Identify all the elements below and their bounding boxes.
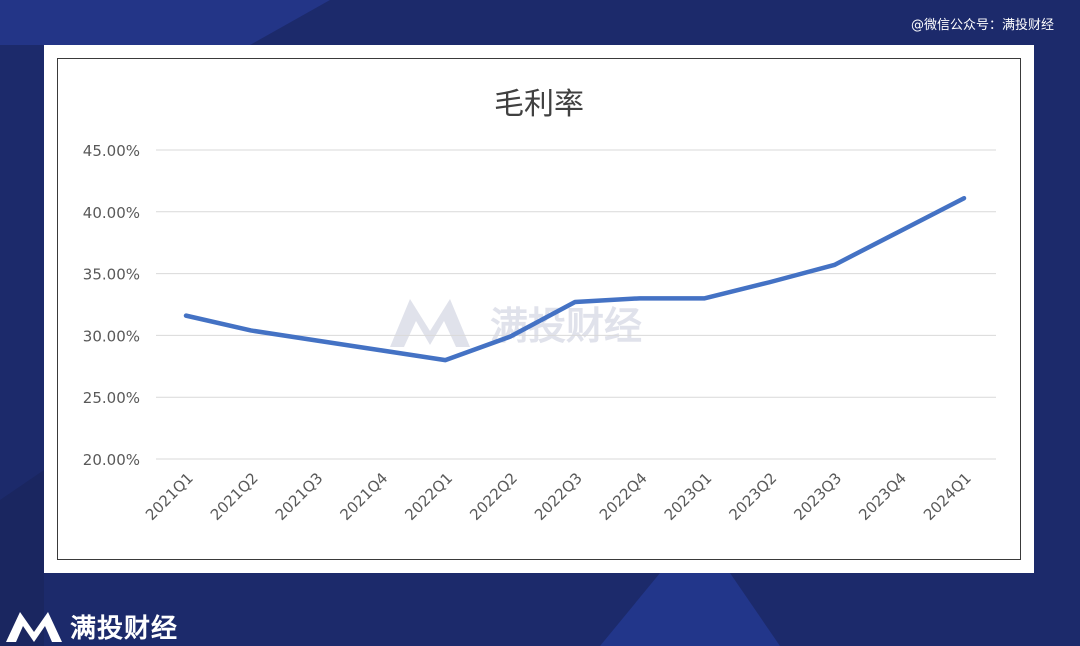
chart-frame: 毛利率 满投财经 20.00% 25.00% 30.00% 35.00% 40.00% 4…: [57, 58, 1021, 560]
x-tick-label: 2021Q3: [272, 469, 327, 524]
x-tick-label: 2021Q4: [337, 469, 392, 524]
x-tick-label: 2023Q1: [661, 469, 716, 524]
x-tick-label: 2023Q2: [726, 469, 781, 524]
x-tick-label: 2021Q2: [207, 469, 262, 524]
brand-name: 满投财经: [70, 613, 179, 644]
watermark-text: 满投财经: [490, 304, 642, 348]
brand-logo-icon: [6, 612, 62, 642]
center-watermark: 满投财经: [390, 299, 642, 348]
y-tick-label: 40.00%: [83, 204, 140, 222]
y-tick-label: 45.00%: [83, 142, 140, 160]
x-tick-label: 2021Q1: [142, 469, 197, 524]
x-tick-label: 2023Q3: [790, 469, 845, 524]
x-tick-label: 2022Q4: [596, 469, 651, 524]
x-tick-label: 2022Q3: [531, 469, 586, 524]
y-tick-label: 35.00%: [83, 266, 140, 284]
bg-shape-left: [0, 470, 44, 646]
chart-title: 毛利率: [494, 87, 584, 122]
series-line: [183, 195, 967, 363]
line-chart: 满投财经 20.00% 25.00% 30.00% 35.00% 40.00% 45.00…: [83, 142, 996, 524]
bg-shape-top-left: [0, 0, 330, 45]
y-tick-label: 25.00%: [83, 389, 140, 407]
watermark-logo-icon: [390, 299, 470, 347]
x-tick-label: 2024Q1: [920, 469, 975, 524]
wechat-watermark: @微信公众号：满投财经: [910, 18, 1054, 33]
x-tick-label: 2023Q4: [855, 469, 910, 524]
y-tick-label: 20.00%: [83, 451, 140, 469]
chart-card: 毛利率 满投财经 20.00% 25.00% 30.00% 35.00% 40.00% 4…: [44, 45, 1034, 573]
bg-shape-bottom: [600, 573, 780, 646]
y-tick-label: 30.00%: [83, 327, 140, 345]
brand-footer: 满投财经: [4, 606, 178, 646]
x-tick-label: 2022Q1: [401, 469, 456, 524]
x-tick-label: 2022Q2: [466, 469, 521, 524]
